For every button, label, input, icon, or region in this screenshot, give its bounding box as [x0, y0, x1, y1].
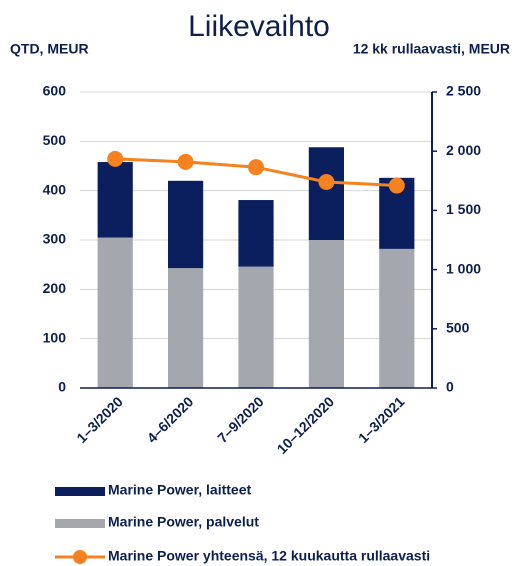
bar-segment: [168, 268, 204, 388]
legend-label: Marine Power yhteensä, 12 kuukautta rull…: [108, 548, 430, 564]
chart-title: Liikevaihto: [188, 10, 330, 43]
bar-segment: [238, 200, 274, 267]
y2-tick-label: 1 000: [446, 260, 481, 276]
bar-segment: [97, 162, 133, 238]
y2-tick-label: 2 000: [446, 142, 481, 158]
y-tick-label: 100: [43, 329, 67, 345]
x-tick-label: 4–6/2020: [144, 393, 197, 446]
y-tick-label: 0: [58, 379, 66, 395]
bar-segment: [308, 240, 344, 388]
line-point: [318, 173, 335, 190]
y-tick-label: 300: [43, 231, 67, 247]
bar-segment: [308, 147, 344, 240]
bar-segment: [97, 237, 133, 388]
bar-segment: [379, 248, 415, 388]
legend-swatch: [55, 519, 105, 528]
x-tick-label: 7–9/2020: [214, 393, 267, 446]
y2-tick-label: 500: [446, 320, 470, 336]
y2-axis-label: 12 kk rullaavasti, MEUR: [353, 41, 510, 57]
y-tick-label: 600: [43, 83, 67, 99]
y-axis-label: QTD, MEUR: [10, 41, 89, 57]
y2-tick-label: 0: [446, 379, 454, 395]
y-tick-label: 200: [43, 280, 67, 296]
line-point: [177, 153, 194, 170]
x-tick-label: 1–3/2021: [355, 393, 408, 446]
legend-swatch: [55, 487, 105, 496]
legend-label: Marine Power, laitteet: [108, 482, 251, 498]
y2-tick-label: 2 500: [446, 83, 481, 99]
bar-segment: [168, 180, 204, 269]
line-point: [107, 150, 124, 167]
legend-label: Marine Power, palvelut: [108, 514, 259, 530]
bar-segment: [238, 266, 274, 388]
x-tick-label: 10–12/2020: [274, 393, 338, 457]
legend-marker: [73, 550, 87, 564]
y2-tick-label: 1 500: [446, 201, 481, 217]
line-point: [388, 177, 405, 194]
y-tick-label: 400: [43, 181, 67, 197]
x-tick-label: 1–3/2020: [73, 393, 126, 446]
y-tick-label: 500: [43, 132, 67, 148]
line-point: [248, 159, 264, 176]
